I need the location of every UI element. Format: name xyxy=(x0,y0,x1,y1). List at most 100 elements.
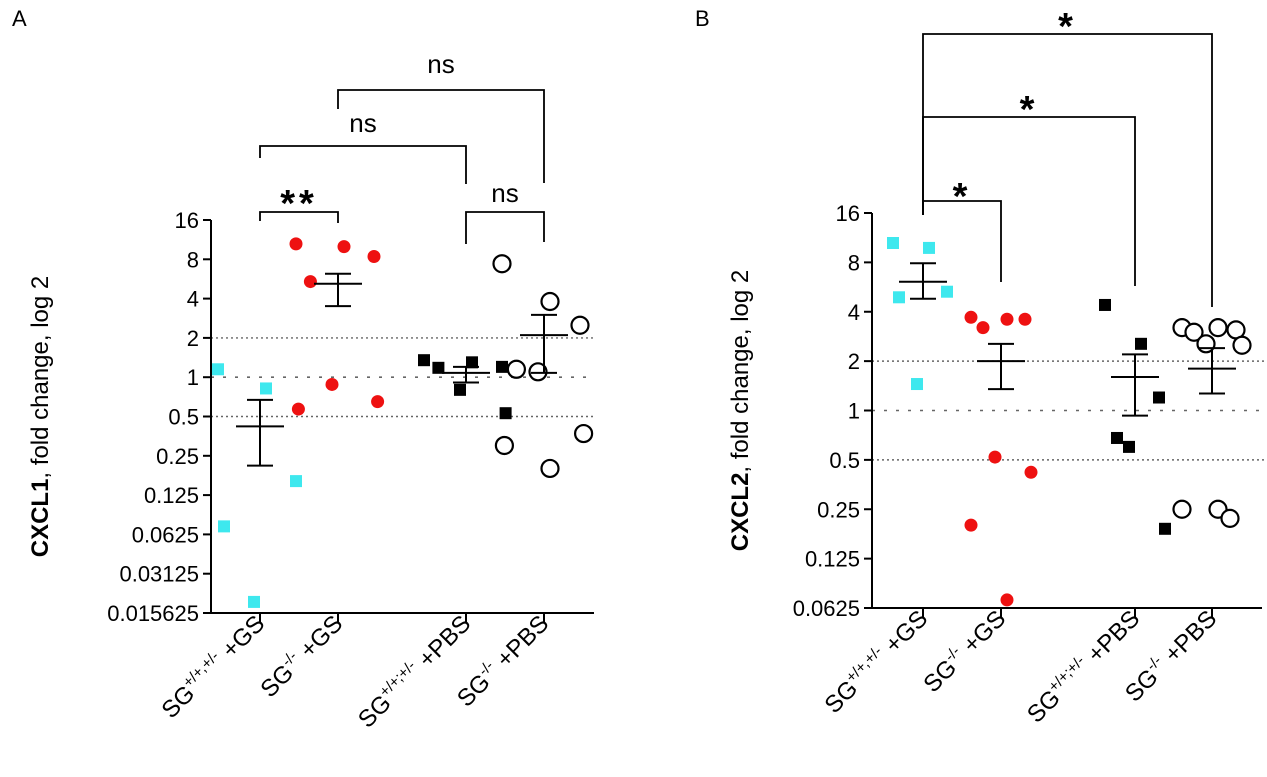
data-point xyxy=(976,321,990,335)
data-point xyxy=(964,310,978,324)
data-point xyxy=(911,378,923,391)
x-label-treatment: +PBS xyxy=(487,610,555,678)
y-tick-label: 0.0625 xyxy=(793,596,860,621)
data-point xyxy=(291,402,305,416)
y-tick-label: 2 xyxy=(848,349,860,374)
data-point xyxy=(325,377,339,391)
x-label-treatment: +PBS xyxy=(1078,605,1146,673)
data-point xyxy=(1024,465,1038,479)
data-point xyxy=(1172,499,1192,519)
y-tick-label: 8 xyxy=(187,247,199,272)
significance-label: * xyxy=(953,176,972,218)
significance-label: ns xyxy=(349,108,376,138)
panel-label: A xyxy=(12,6,27,31)
y-tick-label: 1 xyxy=(187,365,199,390)
data-point xyxy=(528,362,548,382)
significance-label: ns xyxy=(427,49,454,79)
y-tick-label: 0.125 xyxy=(805,547,860,572)
data-point xyxy=(540,291,560,312)
y-axis-title-rest: , fold change, log 2 xyxy=(27,276,54,479)
y-axis-title-rest: , fold change, log 2 xyxy=(727,270,754,473)
data-point xyxy=(1232,335,1252,355)
data-point xyxy=(923,241,935,254)
data-point xyxy=(418,354,430,367)
data-point xyxy=(212,363,224,376)
y-tick-label: 0.015625 xyxy=(107,601,199,626)
panel-a-chart: A 16 8 4 2 1 0.5 0.25 0.125 0.0625 0.03125 0.015625… xyxy=(12,6,595,733)
data-point xyxy=(964,518,978,532)
data-point xyxy=(1208,318,1228,338)
data-point xyxy=(432,361,445,374)
y-tick-label: 1 xyxy=(848,399,860,424)
y-tick-label: 0.25 xyxy=(817,497,860,522)
data-point xyxy=(1184,322,1204,342)
y-tick-label: 0.5 xyxy=(829,448,860,473)
y-axis-title: CXCL1, fold change, log 2 xyxy=(27,276,54,558)
data-point xyxy=(492,254,512,274)
data-point xyxy=(506,359,527,379)
data-point xyxy=(1220,508,1240,528)
data-point xyxy=(887,237,899,250)
y-tick-label: 0.125 xyxy=(144,483,199,508)
x-tick-label: SG+/+;+/- +PBS xyxy=(352,609,477,734)
data-point xyxy=(303,275,317,289)
data-point xyxy=(1111,431,1123,444)
y-tick-label: 16 xyxy=(836,201,860,226)
significance-bracket xyxy=(337,89,545,183)
data-point xyxy=(496,360,508,373)
data-point xyxy=(248,595,260,608)
data-point xyxy=(367,250,381,264)
y-tick-label: 0.0625 xyxy=(132,522,199,547)
data-point xyxy=(1123,440,1135,453)
y-axis-title-gene: CXCL2 xyxy=(727,473,754,552)
x-tick-label: SG+/+,+/- +GS xyxy=(155,609,270,724)
y-tick-label: 4 xyxy=(187,287,199,312)
data-point xyxy=(499,407,512,420)
data-point xyxy=(289,237,303,251)
data-point xyxy=(893,291,905,304)
x-tick-label: SG-/- +GS xyxy=(917,604,1011,698)
data-point xyxy=(218,520,230,533)
data-point xyxy=(1000,312,1014,326)
data-point xyxy=(1153,391,1165,404)
x-tick-label: SG+/+,+/- +GS xyxy=(818,604,933,719)
significance-bracket xyxy=(259,211,339,223)
x-label-treatment: +PBS xyxy=(409,610,477,678)
y-tick-label: 4 xyxy=(848,300,860,325)
significance-label: * xyxy=(1020,89,1039,131)
x-tick-label: SG+/+;+/- +PBS xyxy=(1021,604,1146,729)
significance-label: ns xyxy=(491,178,518,208)
y-tick-label: 2 xyxy=(187,326,199,351)
data-point xyxy=(988,450,1002,464)
y-tick-label: 8 xyxy=(848,250,860,275)
significance-label: ** xyxy=(280,183,318,225)
data-point xyxy=(941,285,953,298)
significance-label: * xyxy=(1058,6,1077,48)
y-tick-label: 0.5 xyxy=(168,405,199,430)
y-axis-title-gene: CXCL1 xyxy=(27,479,54,558)
data-point xyxy=(1099,298,1111,311)
significance-bracket xyxy=(465,211,545,244)
y-axis-title: CXCL2, fold change, log 2 xyxy=(727,270,754,552)
significance-bracket xyxy=(922,33,1213,307)
data-point xyxy=(290,475,302,488)
data-point xyxy=(371,395,385,409)
y-tick-label: 0.03125 xyxy=(119,562,199,587)
x-label-treatment: +PBS xyxy=(1155,605,1223,673)
data-point xyxy=(337,240,351,254)
data-point xyxy=(494,435,514,456)
data-point xyxy=(540,458,560,479)
data-point xyxy=(573,423,594,444)
y-tick-label: 16 xyxy=(175,208,199,233)
data-point xyxy=(1000,593,1014,607)
panel-label: B xyxy=(695,6,710,31)
data-point xyxy=(1159,522,1171,535)
data-point xyxy=(1018,312,1032,326)
significance-bracket xyxy=(259,145,467,184)
data-point xyxy=(466,356,478,369)
data-point xyxy=(1135,337,1147,350)
data-point xyxy=(454,383,466,396)
data-point xyxy=(570,315,590,335)
panel-b-chart: B 16 8 4 2 1 0.5 0.25 0.125 0.0625 CXCL2, fold cha… xyxy=(695,6,1267,728)
